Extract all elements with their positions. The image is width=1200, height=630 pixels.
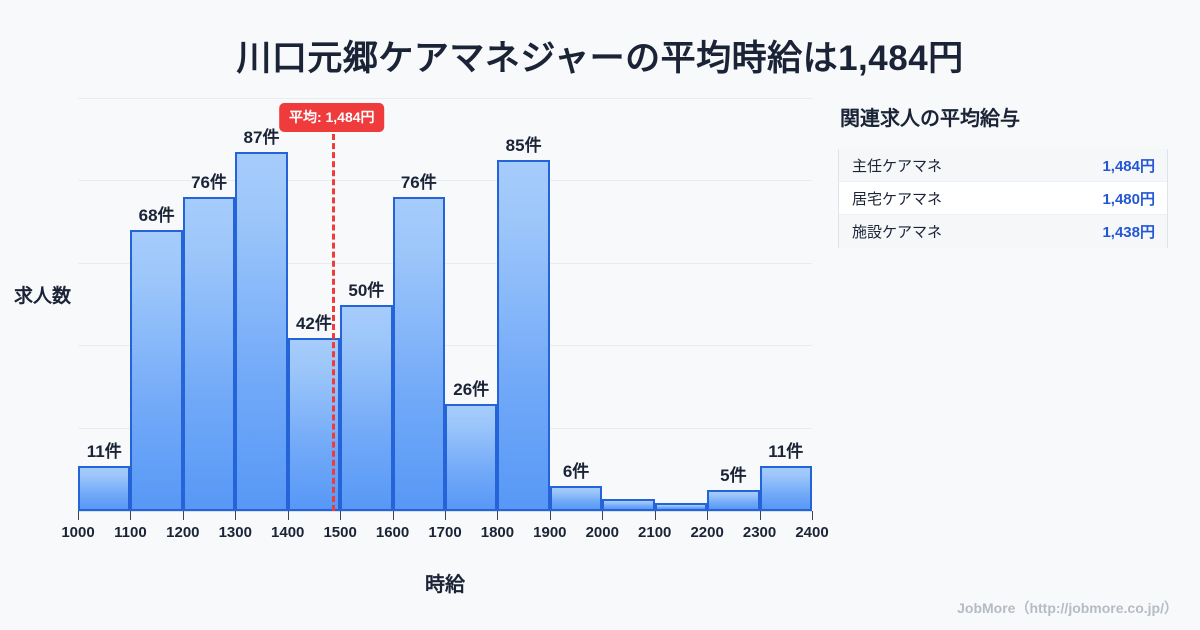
table-row-value: 1,438円 bbox=[1102, 224, 1155, 241]
histogram-bar bbox=[182, 197, 236, 511]
x-tick-label: 2000 bbox=[585, 524, 619, 541]
y-axis-title: 求人数 bbox=[14, 286, 72, 307]
x-tick-label: 2200 bbox=[690, 524, 724, 541]
histogram-bar bbox=[445, 403, 498, 511]
bar-value-label: 50件 bbox=[348, 280, 385, 300]
bar-value-label: 76件 bbox=[400, 173, 437, 193]
histogram-bar bbox=[392, 197, 445, 511]
x-axis-ticks: 1000 1100 1200 1300 1400 1500 1600 1700 1800 1900… bbox=[61, 511, 829, 551]
x-tick-mark bbox=[707, 511, 709, 520]
x-tick-mark bbox=[602, 511, 604, 520]
histogram-bar bbox=[340, 304, 393, 511]
table-row-value: 1,480円 bbox=[1102, 190, 1155, 208]
table-row-value: 1,484円 bbox=[1102, 157, 1155, 175]
table-row-label: 居宅ケアマネ bbox=[852, 190, 943, 208]
x-tick-label: 1500 bbox=[323, 524, 357, 541]
x-tick-label: 2100 bbox=[638, 524, 672, 541]
x-tick-label: 1700 bbox=[428, 524, 462, 541]
x-tick-label: 1600 bbox=[375, 524, 410, 541]
bar-value-label: 11件 bbox=[86, 441, 122, 461]
histogram-bar bbox=[707, 490, 760, 511]
histogram-bar bbox=[497, 159, 550, 511]
x-tick-label: 1300 bbox=[218, 524, 252, 541]
gridline bbox=[78, 180, 812, 181]
related-salary-title: 関連求人の平均給与 bbox=[840, 108, 1020, 130]
related-salary-panel: 関連求人の平均給与 主任ケアマネ 1,484円居宅ケアマネ 1,480円施設ケアマネ… bbox=[838, 102, 1168, 248]
bar-value-label: 42件 bbox=[295, 313, 332, 333]
x-tick-label: 1800 bbox=[480, 524, 515, 541]
bar-value-label: 68件 bbox=[138, 206, 175, 226]
table-row: 主任ケアマネ 1,484円 bbox=[839, 149, 1167, 182]
histogram-bar bbox=[759, 465, 812, 511]
x-tick-label: 2400 bbox=[795, 524, 829, 541]
x-tick-mark bbox=[340, 511, 342, 520]
x-tick-label: 2300 bbox=[742, 524, 777, 541]
histogram-bar bbox=[235, 151, 288, 511]
bar-value-label: 26件 bbox=[453, 379, 490, 399]
x-tick-label: 1100 bbox=[114, 524, 147, 541]
bar-value-label: 85件 bbox=[505, 135, 542, 155]
x-tick-mark bbox=[654, 511, 656, 520]
x-tick-mark bbox=[445, 511, 446, 520]
gridline bbox=[78, 345, 812, 346]
x-tick-label: 1000 bbox=[61, 524, 95, 541]
x-tick-mark bbox=[392, 511, 394, 520]
histogram-bar bbox=[549, 486, 603, 511]
table-row-label: 施設ケアマネ bbox=[852, 224, 943, 241]
table-row: 施設ケアマネ 1,438円 bbox=[839, 215, 1167, 248]
average-line bbox=[331, 125, 335, 511]
bar-value-label: 5件 bbox=[720, 466, 747, 486]
bar-value-label: 6件 bbox=[562, 462, 590, 482]
histogram-bar bbox=[654, 502, 708, 511]
x-tick-mark bbox=[549, 511, 551, 520]
x-tick-mark bbox=[235, 511, 237, 520]
table-row-label: 主任ケアマネ bbox=[852, 157, 943, 175]
x-tick-label: 1900 bbox=[533, 524, 567, 541]
page-title: 川口元郷ケアマネジャーの平均時給は1,484円 bbox=[236, 39, 964, 78]
gridline bbox=[78, 98, 812, 99]
related-salary-table: 主任ケアマネ 1,484円居宅ケアマネ 1,480円施設ケアマネ 1,438円 bbox=[838, 149, 1168, 248]
x-tick-mark bbox=[287, 511, 289, 520]
x-tick-mark bbox=[759, 511, 761, 520]
gridline bbox=[78, 263, 812, 264]
bar-value-label: 11件 bbox=[768, 441, 804, 461]
x-axis-title: 時給 bbox=[425, 574, 465, 596]
bar-value-label: 76件 bbox=[191, 173, 228, 193]
x-tick-mark bbox=[78, 511, 79, 520]
histogram-bar bbox=[287, 337, 341, 511]
x-tick-label: 1400 bbox=[271, 524, 305, 541]
footer-credit: JobMore（http://jobmore.co.jp/） bbox=[957, 600, 1178, 616]
x-tick-label: 1200 bbox=[166, 524, 200, 541]
histogram-bar bbox=[130, 230, 183, 511]
histogram-bar bbox=[602, 498, 655, 511]
table-row: 居宅ケアマネ 1,480円 bbox=[839, 182, 1167, 215]
x-tick-mark bbox=[497, 511, 499, 520]
average-badge: 平均: 1,484円 bbox=[278, 103, 385, 132]
bar-value-label: 87件 bbox=[243, 127, 280, 147]
x-tick-mark bbox=[130, 511, 132, 520]
x-tick-mark bbox=[812, 511, 813, 520]
bars-layer: 11件 68件 76件 87件 42件 50件 76件 26件 85件 6件 5件 11件 bbox=[78, 98, 812, 511]
histogram-bar bbox=[78, 465, 131, 511]
x-tick-mark bbox=[182, 511, 184, 520]
